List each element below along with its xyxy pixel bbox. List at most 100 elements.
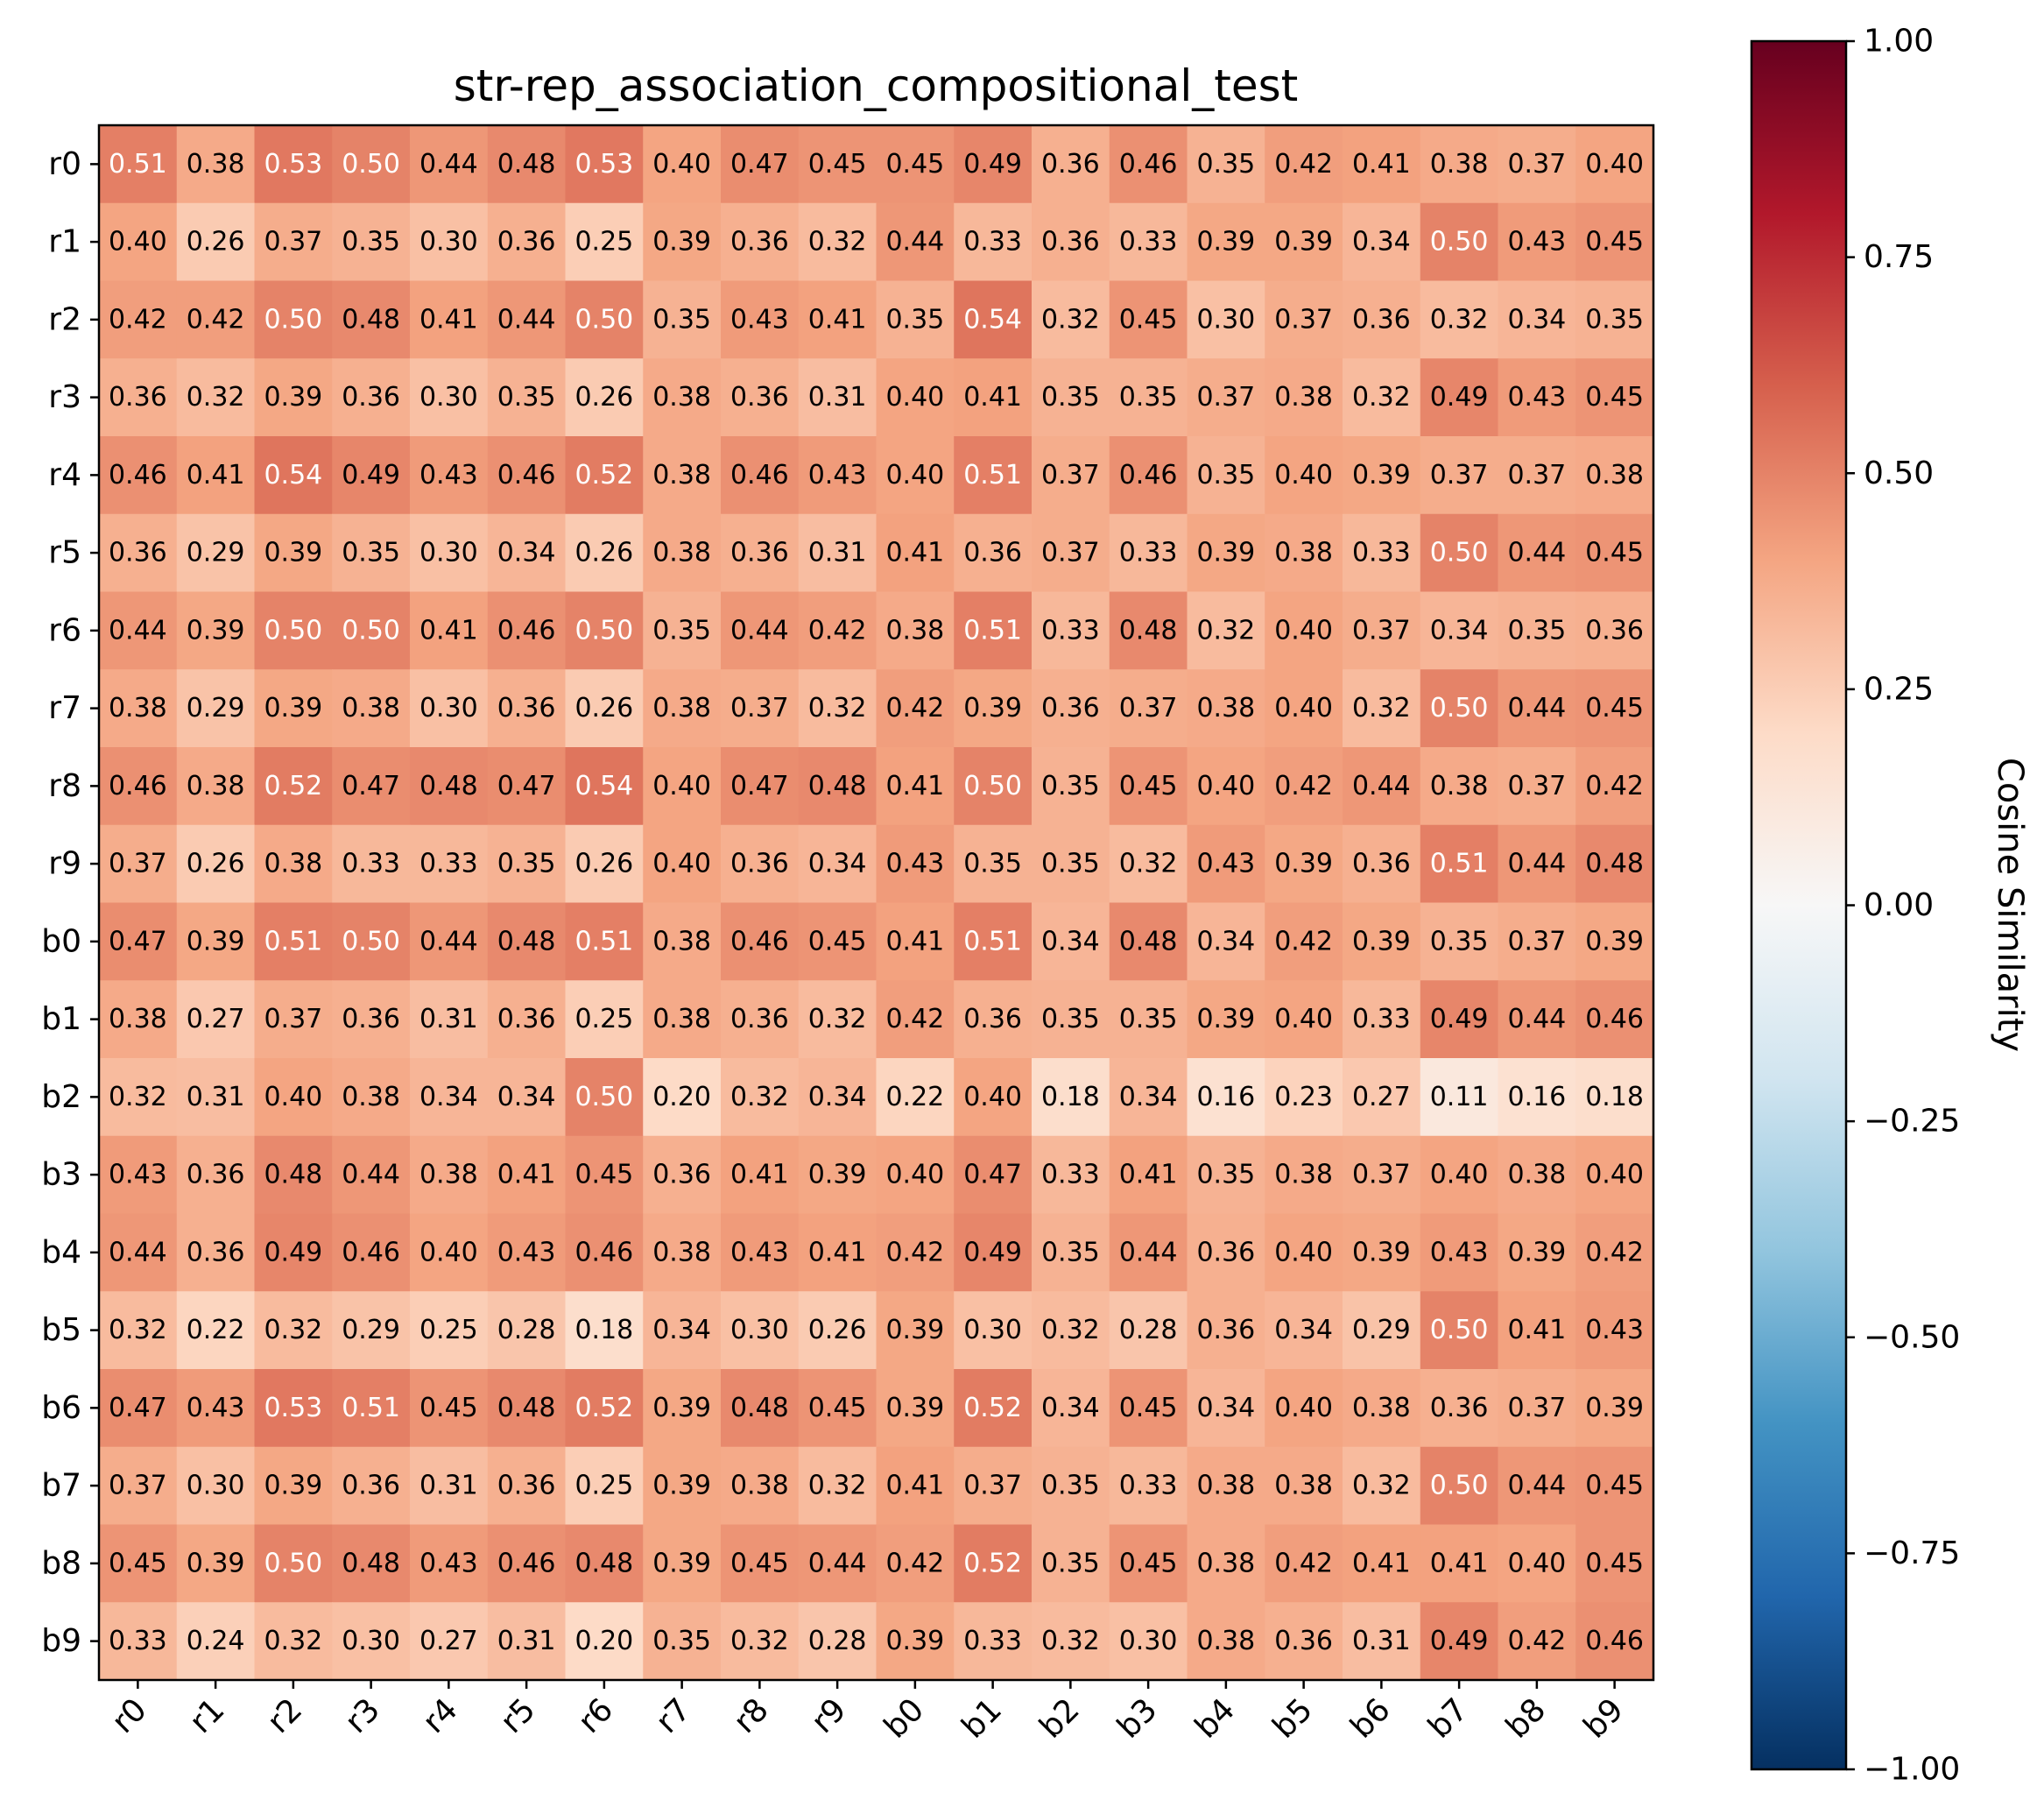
cell-value-label: 0.40 <box>419 1237 478 1267</box>
cell-value-label: 0.37 <box>264 1004 322 1034</box>
cell-value-label: 0.42 <box>885 1548 944 1578</box>
y-tick-label: b7 <box>41 1468 81 1504</box>
heatmap-cell <box>332 824 411 904</box>
cell-value-label: 0.41 <box>808 304 867 335</box>
cell-value-label: 0.29 <box>1352 1315 1411 1345</box>
heatmap-cell <box>1265 513 1343 593</box>
cell-value-label: 0.48 <box>574 1548 633 1578</box>
cell-value-label: 0.25 <box>574 1004 633 1034</box>
heatmap-cell <box>1420 1446 1499 1526</box>
cell-value-label: 0.33 <box>1041 615 1100 646</box>
heatmap-cell <box>1498 125 1576 204</box>
heatmap-cell <box>1343 591 1421 670</box>
cell-value-label: 0.35 <box>1041 1548 1100 1578</box>
y-tick-label: r5 <box>48 535 81 571</box>
heatmap-cell <box>99 902 178 981</box>
heatmap-cell <box>643 1369 722 1448</box>
heatmap-cell <box>1032 669 1110 748</box>
cell-value-label: 0.35 <box>1041 1471 1100 1501</box>
heatmap-cell <box>1420 513 1499 593</box>
heatmap-cell <box>1187 358 1265 437</box>
cell-value-label: 0.41 <box>1352 149 1411 180</box>
heatmap-cell <box>1498 1291 1576 1370</box>
cell-value-label: 0.35 <box>652 615 711 646</box>
cell-value-label: 0.29 <box>187 538 245 568</box>
cell-value-label: 0.33 <box>1352 538 1411 568</box>
heatmap-cell <box>254 669 333 748</box>
cell-value-label: 0.39 <box>885 1626 944 1656</box>
heatmap-cell <box>1265 1446 1343 1526</box>
cell-value-label: 0.51 <box>1430 849 1489 879</box>
cell-value-label: 0.50 <box>264 615 322 646</box>
cell-value-label: 0.36 <box>1196 1315 1255 1345</box>
heatmap-cell <box>1575 1524 1654 1603</box>
heatmap-cell <box>1265 1369 1343 1448</box>
heatmap-cell <box>1032 280 1110 359</box>
cell-value-label: 0.37 <box>730 693 789 724</box>
cell-value-label: 0.36 <box>109 538 167 568</box>
cell-value-label: 0.36 <box>187 1237 245 1267</box>
cell-value-label: 0.39 <box>652 1471 711 1501</box>
heatmap-cell <box>1265 125 1343 204</box>
cell-value-label: 0.39 <box>963 693 1022 724</box>
cell-value-label: 0.42 <box>1507 1626 1566 1656</box>
cell-value-label: 0.35 <box>1507 615 1566 646</box>
x-tick-label: b1 <box>955 1691 1009 1745</box>
cell-value-label: 0.46 <box>497 460 556 491</box>
cell-value-label: 0.46 <box>1119 149 1178 180</box>
heatmap-cell <box>954 1446 1033 1526</box>
heatmap-cell <box>487 1058 567 1137</box>
cell-value-label: 0.20 <box>574 1626 633 1656</box>
cell-value-label: 0.35 <box>963 849 1022 879</box>
x-tick-label: r4 <box>416 1691 465 1740</box>
cell-value-label: 0.39 <box>1585 926 1644 956</box>
heatmap-cell <box>643 591 722 670</box>
cell-value-label: 0.32 <box>808 1004 867 1034</box>
heatmap-cell <box>1032 1135 1110 1215</box>
cell-value-label: 0.35 <box>1041 849 1100 879</box>
heatmap-cell <box>487 513 567 593</box>
heatmap-cell <box>565 1058 644 1137</box>
cell-value-label: 0.39 <box>187 615 245 646</box>
cell-value-label: 0.36 <box>1352 849 1411 879</box>
cell-value-label: 0.49 <box>963 149 1022 180</box>
cell-value-label: 0.39 <box>1507 1237 1566 1267</box>
heatmap-cell <box>565 1291 644 1370</box>
x-tick-label: r5 <box>494 1691 543 1740</box>
cell-value-label: 0.39 <box>652 1548 711 1578</box>
x-tick-label: r2 <box>261 1691 310 1740</box>
cell-value-label: 0.46 <box>730 460 789 491</box>
heatmap-cell <box>1575 436 1654 515</box>
heatmap-cell <box>1343 280 1421 359</box>
cell-value-label: 0.39 <box>885 1393 944 1423</box>
heatmap-cell <box>99 980 178 1059</box>
cell-value-label: 0.52 <box>963 1548 1022 1578</box>
heatmap-cell <box>798 1446 878 1526</box>
heatmap-cell <box>876 125 955 204</box>
cell-value-label: 0.27 <box>1352 1082 1411 1112</box>
heatmap-cell <box>876 1602 955 1681</box>
heatmap-cell <box>410 902 489 981</box>
heatmap-cell <box>721 1369 800 1448</box>
y-tick-label: r6 <box>48 612 81 648</box>
cell-value-label: 0.37 <box>1352 1160 1411 1190</box>
heatmap-cell <box>487 1446 567 1526</box>
heatmap-cell <box>332 591 411 670</box>
cell-value-label: 0.36 <box>1041 227 1100 258</box>
cell-value-label: 0.39 <box>264 1471 322 1501</box>
heatmap-cell <box>798 902 878 981</box>
heatmap-cell <box>1032 1369 1110 1448</box>
heatmap-cell <box>1187 980 1265 1059</box>
cell-value-label: 0.31 <box>1352 1626 1411 1656</box>
heatmap-cell <box>565 125 644 204</box>
colorbar-tick-label: −0.75 <box>1864 1535 1960 1571</box>
heatmap-cell <box>254 902 333 981</box>
heatmap-cell <box>1109 1446 1188 1526</box>
cell-value-label: 0.39 <box>264 382 322 413</box>
colorbar-tick-label: 0.50 <box>1864 455 1934 491</box>
heatmap-cell <box>487 436 567 515</box>
heatmap-cell <box>99 1524 178 1603</box>
heatmap-cell <box>721 591 800 670</box>
cell-value-label: 0.48 <box>1119 615 1178 646</box>
heatmap-cell <box>99 125 178 204</box>
